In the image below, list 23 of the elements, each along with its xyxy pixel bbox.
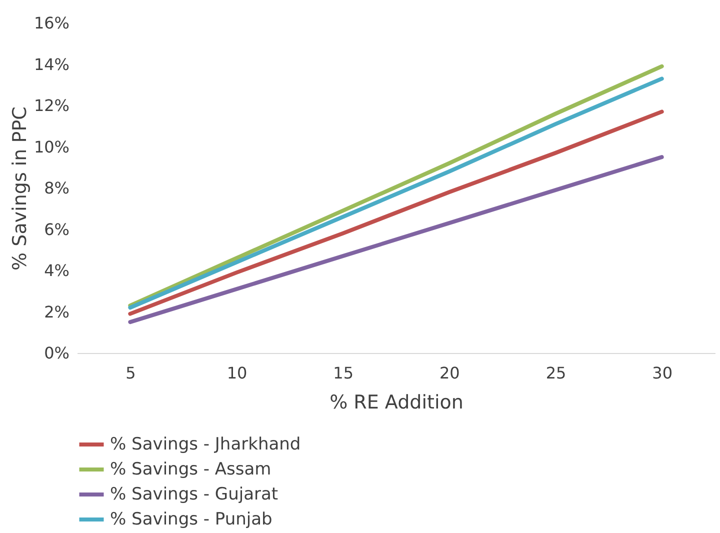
- legend-label: % Savings - Gujarat: [110, 484, 278, 504]
- line-series: [128, 110, 664, 316]
- y-axis-title: % Savings in PPC: [8, 106, 31, 270]
- y-tick-label: 2%: [44, 302, 70, 322]
- x-axis-title: % RE Addition: [330, 392, 464, 414]
- x-tick-label: 30: [652, 364, 673, 382]
- x-tick-label: 25: [546, 364, 566, 382]
- y-tick-label: 16%: [34, 14, 70, 32]
- x-tick-label: 10: [226, 364, 248, 382]
- y-tick-label: 12%: [34, 96, 70, 115]
- y-tick-label: 6%: [44, 220, 70, 239]
- y-tick-label: 14%: [34, 54, 70, 74]
- legend-label: % Savings - Jharkhand: [110, 434, 301, 454]
- y-tick-label: 0%: [44, 344, 70, 362]
- x-tick-label: 15: [333, 364, 354, 382]
- legend-label: % Savings - Punjab: [110, 510, 272, 530]
- legend-label: % Savings - Assam: [110, 460, 272, 480]
- x-tick-label: 5: [126, 364, 136, 382]
- y-tick-label: 8%: [44, 178, 70, 198]
- line-series: [128, 155, 664, 324]
- x-tick-label: 20: [439, 364, 460, 382]
- y-tick-label: 10%: [34, 137, 70, 156]
- y-tick-label: 4%: [44, 261, 70, 280]
